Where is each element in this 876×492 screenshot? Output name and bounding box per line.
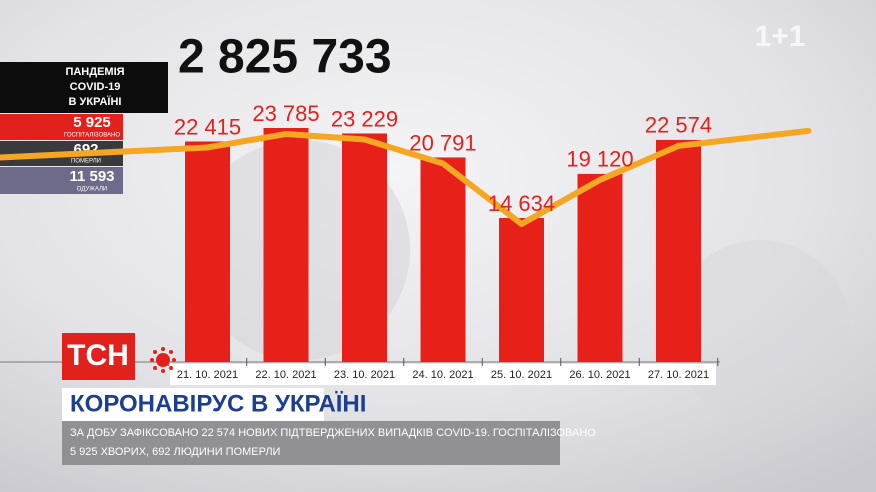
bar <box>185 141 230 362</box>
x-tick-label: 21. 10. 2021 <box>177 369 238 381</box>
trend-extension <box>675 127 812 149</box>
x-tick-label: 23. 10. 2021 <box>334 369 395 381</box>
x-tick-label: 27. 10. 2021 <box>648 369 709 381</box>
x-tick-label: 22. 10. 2021 <box>255 369 316 381</box>
chart: 21. 10. 2021 22. 10. 2021 23. 10. 2021 24. … <box>0 101 812 381</box>
x-tick-label: 25. 10. 2021 <box>491 369 552 381</box>
recovered-value: 11 593 <box>69 168 114 185</box>
panel-title: ПАНДЕМІЯ <box>65 66 124 78</box>
total-cases: 2 825 733 <box>178 31 392 84</box>
value-label: 20 791 <box>409 130 476 155</box>
bar <box>342 133 387 362</box>
bar <box>263 128 309 362</box>
x-tick-label: 26. 10. 2021 <box>569 369 630 381</box>
caption-line: ЗА ДОБУ ЗАФІКСОВАНО 22 574 НОВИХ ПІДТВЕР… <box>70 427 596 439</box>
date-strip <box>170 364 716 385</box>
value-label: 22 415 <box>174 114 241 139</box>
bar <box>420 157 466 362</box>
headline: КОРОНАВІРУС В УКРАЇНІ <box>70 390 366 417</box>
value-label: 22 574 <box>645 113 712 138</box>
headline-bar <box>62 388 324 421</box>
x-tick-label: 24. 10. 2021 <box>412 369 473 381</box>
value-label: 19 120 <box>566 147 633 172</box>
value-label: 23 229 <box>331 106 398 131</box>
panel-title: В УКРАЇНІ <box>69 95 122 108</box>
channel-logo: 1+1 <box>755 20 806 53</box>
bar <box>499 218 544 362</box>
tsn-badge <box>62 333 135 380</box>
recovered-label: ОДУЖАЛИ <box>77 187 107 193</box>
caption-line: 5 925 ХВОРИХ, 692 ЛЮДИНИ ПОМЕРЛИ <box>70 446 280 458</box>
hospitalized-box <box>0 114 123 140</box>
hospitalized-label: ГОСПІТАЛІЗОВАНО <box>64 133 120 139</box>
value-label: 14 634 <box>488 191 555 216</box>
value-label: 23 785 <box>252 101 319 126</box>
caption-box <box>62 421 560 465</box>
panel-header <box>0 62 168 113</box>
trend-extension <box>0 144 211 161</box>
died-label: ПОМЕРЛИ <box>71 159 101 165</box>
recovered-box <box>0 167 123 194</box>
trend-line <box>204 131 682 228</box>
bar <box>656 139 701 362</box>
hospitalized-value: 5 925 <box>73 114 111 131</box>
bar <box>577 173 623 362</box>
virus-icon <box>150 347 176 373</box>
panel-title: COVID-19 <box>70 81 121 93</box>
tsn-logo: ТСН <box>67 339 129 372</box>
